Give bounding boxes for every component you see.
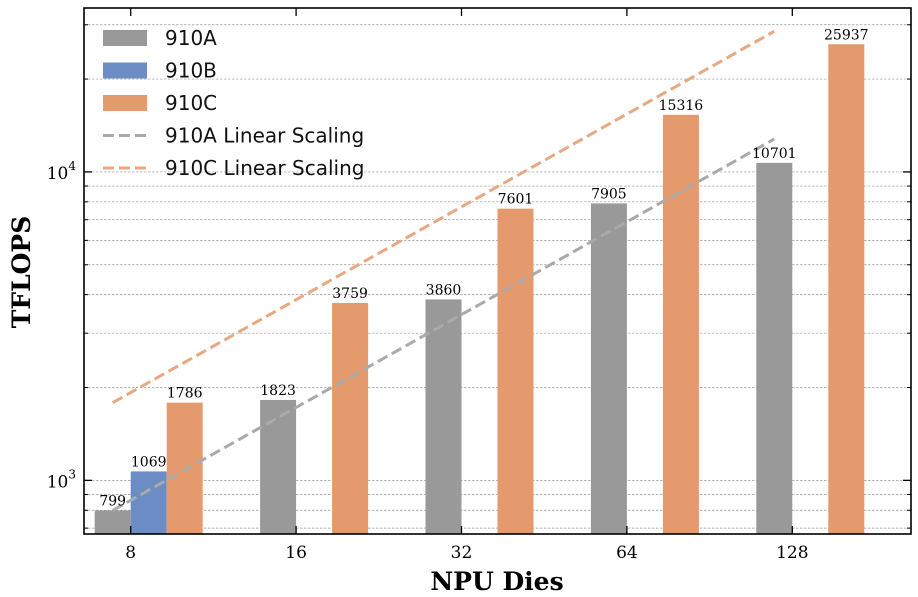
bar-value-label: 799 [99,493,126,509]
bar-value-label: 7601 [498,192,534,208]
legend-entry-label: 910B [165,59,217,83]
y-axis-title: TFLOPS [7,216,36,329]
bar-910C-64 [662,114,699,535]
x-tick-label: 16 [285,543,307,563]
bar-910A-8 [94,510,131,534]
reference-line-910c-linear-scaling [111,29,776,404]
legend-swatch [103,62,147,79]
bar-value-label: 3860 [426,282,462,298]
plot-frame [83,7,912,535]
bar-value-label: 25937 [824,27,869,43]
legend-entry-label: 910C [165,91,217,115]
legend: 910A 910B 910C 910A Linear Scaling 910C Line… [103,26,364,180]
legend-entry-label: 910C Linear Scaling [165,156,364,180]
reference-lines [111,29,776,512]
bar-910C-32 [497,208,534,535]
bar-910A-64 [590,203,627,535]
axes: 103 104 8 16 32 64 128 [47,7,912,563]
y-tick-label: 103 [47,467,76,492]
legend-entry-label: 910A [165,26,217,50]
legend-swatch [103,30,147,46]
bar-910C-128 [828,44,865,534]
y-tick-label: 104 [47,159,77,184]
bar-value-label: 10701 [752,146,797,162]
x-tick-label: 64 [616,543,638,563]
bar-value-label: 1823 [260,383,296,399]
bar-value-label: 15316 [659,98,704,114]
bar-910A-32 [425,299,462,534]
legend-entry-label: 910A Linear Scaling [165,124,364,148]
legend-swatch [103,95,147,111]
bar-value-label: 1069 [131,454,167,470]
bar-value-label: 7905 [591,186,627,202]
x-tick-label: 128 [776,543,808,563]
x-axis-title: NPU Dies [430,567,563,596]
bar-910A-128 [756,162,793,534]
x-tick-label: 8 [125,543,136,563]
bar-910A-16 [260,399,297,534]
bar-value-label: 3759 [332,286,368,302]
bar-910C-16 [332,302,369,534]
bars [94,44,865,535]
bar-910B-8 [130,471,167,534]
reference-line-910a-linear-scaling [111,137,776,512]
x-tick-label: 32 [451,543,473,563]
data-labels: 799 1823 3860 7905 10701 1069 1786 3759 7601 1531… [99,27,868,509]
bar-value-label: 1786 [167,386,203,402]
